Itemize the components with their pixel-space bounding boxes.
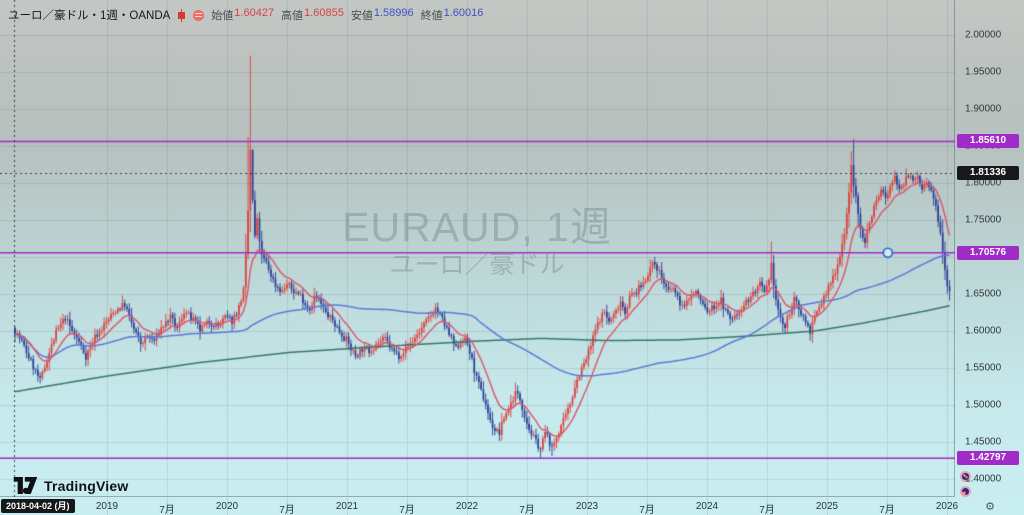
price-tick-label: 1.40000 [965, 473, 1002, 485]
time-axis-tick [647, 498, 648, 515]
time-tick-label: 7月 [279, 505, 295, 515]
axis-settings-corner[interactable]: ⚙ [956, 498, 1024, 515]
level-price-badge: 1.85610 [957, 134, 1019, 149]
time-tick-label: 2026 [935, 501, 959, 512]
time-axis-tick [767, 498, 768, 515]
time-axis-tick [947, 498, 948, 515]
time-axis-tick [407, 498, 408, 515]
time-axis-tick [527, 498, 528, 515]
tradingview-attribution[interactable]: TradingView [13, 477, 128, 494]
ohlc-始値: 始値 1.60427 [211, 7, 275, 22]
time-tick-label: 7月 [759, 505, 775, 515]
time-tick-label: 2022 [455, 501, 479, 512]
time-tick-label: 2025 [815, 501, 839, 512]
tradingview-logo-icon [13, 477, 38, 494]
price-tick-label: 1.95000 [965, 66, 1002, 78]
time-axis-tick [827, 498, 828, 515]
time-tick-label: 7月 [879, 505, 895, 515]
time-axis-tick [167, 498, 168, 515]
price-tick-label: 1.55000 [965, 362, 1002, 374]
time-tick-label: 2023 [575, 501, 599, 512]
chart-legend[interactable]: ユーロ／豪ドル・1週・OANDA 始値 1.60427 高値 1.60855 安値 1.5… [8, 7, 483, 23]
reaction-emoji-icon-1[interactable] [960, 471, 971, 482]
time-axis-tick [107, 498, 108, 515]
crosshair-date-badge: 2018-04-02 (月) [1, 499, 75, 513]
price-tick-label: 1.65000 [965, 288, 1002, 300]
time-axis[interactable]: 2018-04-02 (月) 2019 7月 2020 7月 2021 7月 2022 7月 2… [0, 498, 959, 515]
source-logo-icon[interactable] [193, 9, 205, 21]
price-tick-label: 1.45000 [965, 436, 1002, 448]
axis-settings-gear-icon[interactable]: ⚙ [985, 501, 995, 513]
ohlc-終値: 終値 1.60016 [420, 7, 484, 22]
time-tick-label: 7月 [159, 505, 175, 515]
candlestick-chart-canvas[interactable] [0, 0, 955, 497]
time-axis-tick [467, 498, 468, 515]
ohlc-values: 始値 1.60427 高値 1.60855 安値 1.58996 終値 1.60016 [211, 7, 483, 23]
time-tick-label: 7月 [399, 505, 415, 515]
crosshair-price-badge: 1.81336 [957, 166, 1019, 181]
price-tick-label: 1.50000 [965, 399, 1002, 411]
chart-area[interactable]: EURAUD, 1週 ユーロ／豪ドル ユーロ／豪ドル・1週・OANDA 始値 1.… [0, 0, 955, 497]
price-tick-label: 2.00000 [965, 29, 1002, 41]
candle-series-icon[interactable] [177, 8, 186, 22]
time-tick-label: 7月 [519, 505, 535, 515]
price-tick-label: 1.60000 [965, 325, 1002, 337]
reaction-emoji-icon-2[interactable] [960, 486, 971, 497]
time-tick-label: 2019 [95, 501, 119, 512]
time-axis-tick [347, 498, 348, 515]
time-tick-label: 2021 [335, 501, 359, 512]
time-axis-tick [707, 498, 708, 515]
symbol-title[interactable]: ユーロ／豪ドル・1週・OANDA [8, 10, 171, 22]
price-tick-label: 1.90000 [965, 103, 1002, 115]
time-tick-label: 2024 [695, 501, 719, 512]
price-tick-label: 1.80000 [965, 177, 1002, 189]
ohlc-高値: 高値 1.60855 [281, 7, 344, 22]
time-tick-label: 2020 [215, 501, 239, 512]
level-price-badge: 1.70576 [957, 245, 1019, 260]
price-axis[interactable]: 2.000001.950001.900001.850001.800001.750… [956, 0, 1024, 497]
ohlc-安値: 安値 1.58996 [350, 7, 414, 22]
tradingview-brand-text: TradingView [44, 477, 129, 494]
level-price-badge: 1.42797 [957, 451, 1019, 466]
price-tick-label: 1.75000 [965, 214, 1002, 226]
time-axis-tick [887, 498, 888, 515]
time-tick-label: 7月 [639, 505, 655, 515]
time-axis-tick [227, 498, 228, 515]
time-axis-tick [587, 498, 588, 515]
time-axis-tick [287, 498, 288, 515]
